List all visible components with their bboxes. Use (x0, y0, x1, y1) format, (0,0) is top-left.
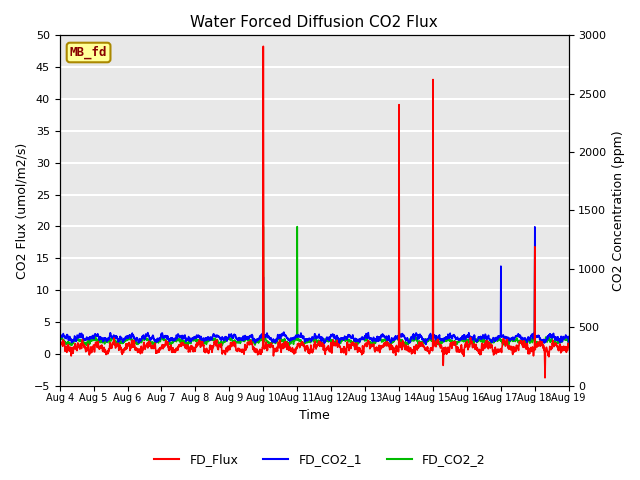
FD_CO2_2 (56, 341, 63, 347)
Line: FD_Flux: FD_Flux (60, 47, 568, 378)
FD_Flux (114, 342, 122, 348)
Line: FD_CO2_2: FD_CO2_2 (60, 227, 568, 348)
FD_Flux (541, 375, 549, 381)
FD_CO2_2 (500, 339, 508, 345)
Text: MB_fd: MB_fd (70, 46, 108, 59)
FD_Flux (144, 345, 152, 350)
FD_Flux (259, 44, 267, 49)
FD_Flux (273, 344, 281, 350)
FD_CO2_1 (144, 330, 152, 336)
FD_CO2_1 (564, 340, 572, 346)
FD_CO2_1 (531, 224, 539, 230)
FD_CO2_2 (251, 341, 259, 347)
FD_CO2_2 (144, 337, 152, 343)
FD_Flux (251, 346, 259, 351)
Line: FD_CO2_1: FD_CO2_1 (60, 227, 568, 344)
Title: Water Forced Diffusion CO2 Flux: Water Forced Diffusion CO2 Flux (190, 15, 438, 30)
FD_CO2_1 (56, 340, 63, 346)
Legend: FD_Flux, FD_CO2_1, FD_CO2_2: FD_Flux, FD_CO2_1, FD_CO2_2 (149, 448, 491, 471)
FD_CO2_1 (273, 337, 281, 343)
FD_CO2_2 (555, 339, 563, 345)
FD_CO2_1 (251, 338, 259, 344)
FD_Flux (555, 345, 563, 351)
FD_Flux (500, 340, 508, 346)
FD_CO2_1 (500, 334, 508, 340)
FD_CO2_2 (273, 337, 281, 343)
FD_CO2_1 (555, 337, 563, 343)
Y-axis label: CO2 Concentration (ppm): CO2 Concentration (ppm) (612, 130, 625, 291)
FD_CO2_1 (422, 341, 429, 347)
FD_CO2_2 (259, 224, 267, 229)
FD_Flux (56, 347, 63, 353)
FD_CO2_1 (114, 337, 122, 343)
FD_Flux (564, 344, 572, 350)
FD_CO2_2 (114, 339, 122, 345)
FD_CO2_2 (564, 345, 572, 350)
Y-axis label: CO2 Flux (umol/m2/s): CO2 Flux (umol/m2/s) (15, 143, 28, 278)
X-axis label: Time: Time (299, 409, 330, 422)
